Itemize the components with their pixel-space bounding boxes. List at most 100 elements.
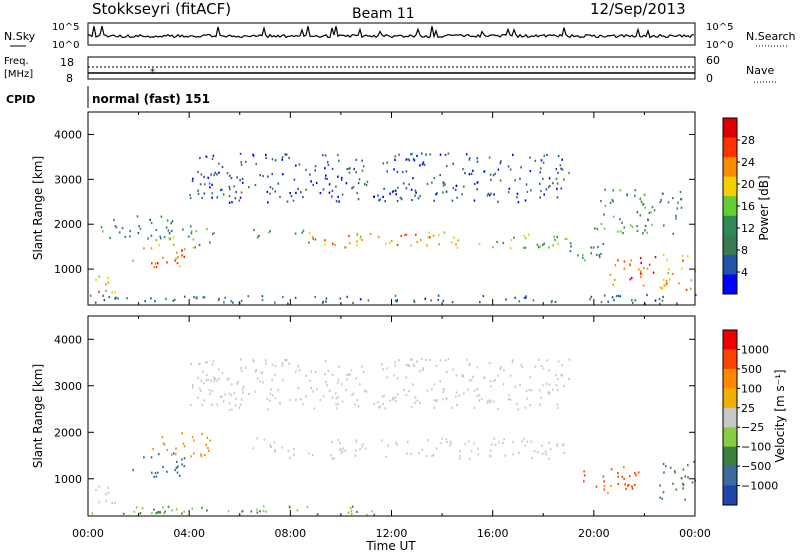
- scatter-cell: [462, 168, 464, 171]
- scatter-cell: [569, 250, 572, 253]
- scatter-cell: [339, 449, 341, 452]
- scatter-cell: [540, 364, 543, 368]
- scatter-cell: [349, 242, 351, 245]
- scatter-cell: [491, 443, 493, 446]
- station-title: Stokkseyri (fitACF): [92, 0, 231, 18]
- scatter-cell: [258, 234, 260, 237]
- scatter-cell: [312, 390, 314, 393]
- scatter-cell: [192, 238, 195, 241]
- scatter-cell: [256, 236, 259, 239]
- scatter-cell: [555, 374, 558, 377]
- scatter-cell: [617, 472, 619, 475]
- scatter-cell: [494, 443, 497, 447]
- scatter-cell: [439, 442, 442, 445]
- scatter-cell: [302, 229, 305, 232]
- scatter-cell: [262, 175, 264, 178]
- scatter-cell: [327, 164, 330, 167]
- scatter-cell: [281, 158, 283, 161]
- scatter-cell: [393, 374, 395, 377]
- scatter-cell: [263, 438, 266, 441]
- scatter-cell: [442, 181, 445, 184]
- scatter-cell: [392, 189, 395, 193]
- scatter-cell: [201, 432, 203, 435]
- scatter-cell: [644, 224, 647, 228]
- y-tick-label: 4000: [54, 333, 82, 346]
- scatter-cell: [326, 161, 329, 164]
- scatter-cell: [155, 475, 158, 478]
- scatter-cell: [111, 501, 113, 504]
- scatter-cell: [414, 194, 416, 197]
- scatter-cell: [348, 171, 351, 174]
- scatter-cell: [297, 387, 300, 390]
- scatter-cell: [357, 198, 360, 201]
- scatter-cell: [191, 386, 194, 389]
- scatter-cell: [107, 486, 109, 489]
- scatter-cell: [662, 491, 665, 494]
- scatter-cell: [619, 230, 622, 233]
- scatter-cell: [214, 171, 217, 174]
- scatter-cell: [427, 235, 429, 239]
- scatter-cell: [682, 468, 685, 471]
- scatter-cell: [345, 388, 348, 391]
- scatter-cell: [261, 295, 264, 298]
- scatter-cell: [439, 380, 441, 383]
- scatter-cell: [671, 272, 674, 275]
- scatter-cell: [631, 485, 633, 488]
- scatter-cell: [568, 358, 571, 361]
- scatter-cell: [524, 246, 527, 249]
- scatter-cell: [169, 237, 172, 241]
- scatter-cell: [210, 173, 212, 176]
- scatter-cell: [107, 276, 109, 279]
- scatter-cell: [364, 389, 366, 392]
- scatter-cell: [496, 240, 498, 244]
- scatter-cell: [667, 272, 670, 275]
- scatter-cell: [394, 299, 397, 302]
- scatter-cell: [183, 465, 186, 468]
- scatter-cell: [111, 291, 113, 294]
- scatter-cell: [216, 403, 219, 406]
- scatter-cell: [339, 442, 341, 445]
- scatter-cell: [396, 243, 399, 246]
- scatter-cell: [499, 367, 502, 371]
- scatter-cell: [209, 439, 211, 442]
- scatter-cell: [486, 194, 489, 197]
- scatter-cell: [394, 158, 396, 161]
- scatter-cell: [98, 275, 101, 278]
- scatter-cell: [183, 255, 186, 258]
- scatter-cell: [411, 358, 413, 361]
- scatter-cell: [175, 447, 177, 450]
- scatter-cell: [478, 394, 481, 397]
- scatter-cell: [416, 360, 418, 363]
- scatter-cell: [254, 183, 257, 187]
- scatter-cell: [366, 513, 368, 516]
- scatter-cell: [114, 501, 116, 504]
- scatter-cell: [340, 178, 343, 181]
- scatter-cell: [490, 399, 492, 402]
- scatter-cell: [685, 288, 688, 291]
- scatter-cell: [305, 188, 307, 191]
- scatter-cell: [199, 156, 201, 160]
- scatter-cell: [115, 226, 118, 229]
- scatter-cell: [621, 475, 624, 478]
- scatter-cell: [252, 154, 255, 157]
- scatter-cell: [386, 170, 388, 173]
- scatter-cell: [367, 299, 370, 302]
- scatter-cell: [234, 197, 237, 200]
- scatter-cell: [361, 169, 364, 172]
- x-tick-label: 16:00: [477, 527, 509, 540]
- scatter-cell: [478, 242, 481, 246]
- scatter-cell: [411, 406, 413, 409]
- scatter-cell: [192, 384, 194, 387]
- colorbar-segment: [723, 196, 737, 217]
- freq-tick-top: 18: [60, 56, 74, 69]
- scatter-cell: [228, 402, 231, 405]
- scatter-cell: [640, 261, 642, 265]
- scatter-cell: [324, 360, 327, 363]
- scatter-cell: [337, 438, 339, 442]
- scatter-cell: [505, 298, 507, 301]
- cpid-label: CPID: [6, 93, 35, 106]
- scatter-cell: [557, 378, 559, 381]
- scatter-cell: [166, 261, 168, 264]
- scatter-cell: [158, 244, 160, 247]
- y-tick-label: 4000: [54, 128, 82, 141]
